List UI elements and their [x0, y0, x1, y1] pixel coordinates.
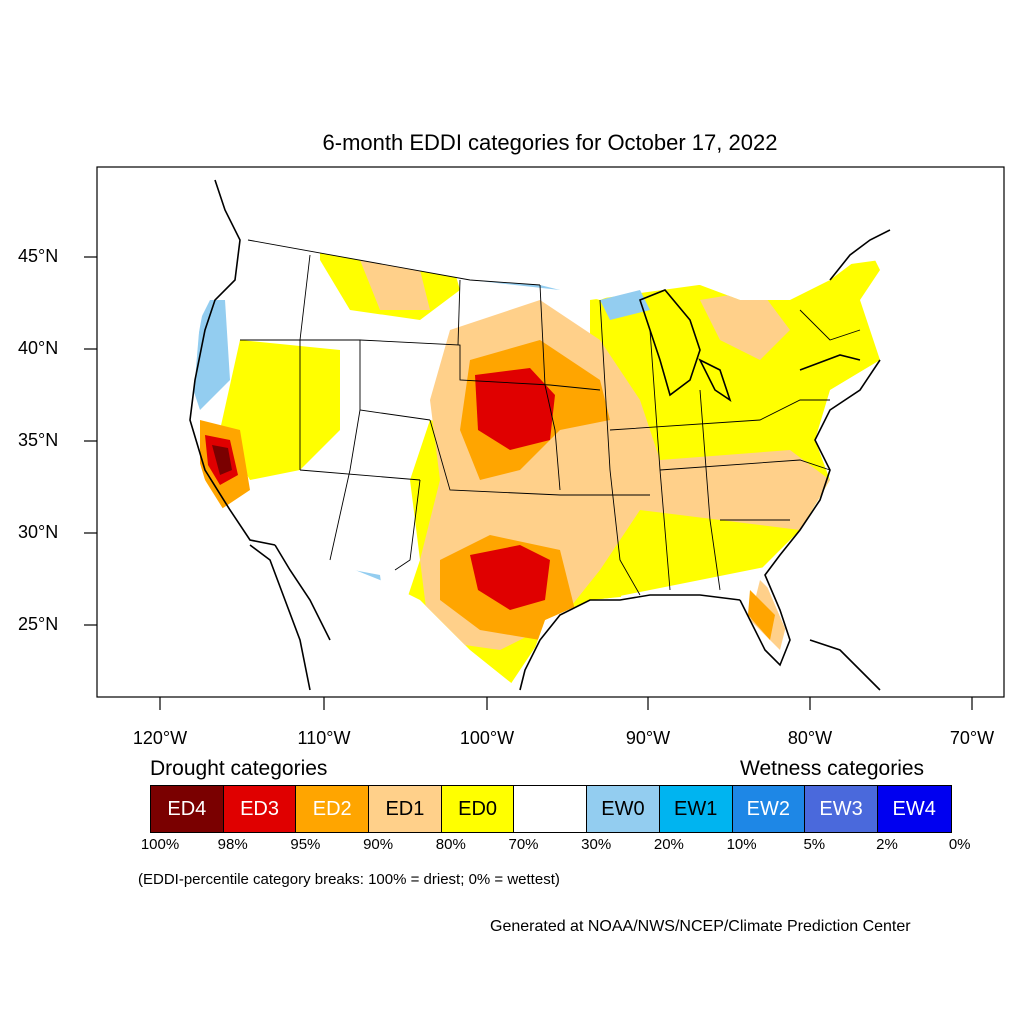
legend-swatch-ew3: EW3: [805, 786, 878, 832]
legend-break-label: 95%: [290, 836, 321, 853]
lat-ticks: [84, 256, 97, 626]
lat-label-45: 45°N: [18, 246, 59, 266]
map-frame: [96, 166, 1005, 698]
legend-break-label: 100%: [140, 836, 180, 853]
legend-break-label: 5%: [803, 836, 826, 853]
state-borders: [240, 239, 861, 596]
drought-categories-heading: Drought categories: [150, 757, 328, 780]
wetness-categories-heading: Wetness categories: [740, 757, 925, 780]
legend-break-label: 20%: [653, 836, 684, 853]
lon-label-80: 80°W: [787, 728, 833, 748]
lon-ticks: [159, 697, 973, 710]
lat-label-35: 35°N: [18, 430, 59, 450]
lon-label-120: 120°W: [132, 728, 188, 748]
category-legend-bar: ED4 ED3 ED2 ED1 ED0 EW0 EW1 EW2 EW3 EW4: [150, 785, 952, 833]
lat-label-30: 30°N: [18, 522, 59, 542]
legend-swatch-neutral: [514, 786, 588, 832]
legend-swatch-ed1: ED1: [369, 786, 442, 832]
credit-text: Generated at NOAA/NWS/NCEP/Climate Predi…: [490, 918, 911, 935]
lon-label-90: 90°W: [625, 728, 671, 748]
legend-break-label: 98%: [217, 836, 248, 853]
legend-break-label: 90%: [363, 836, 394, 853]
legend-swatch-ew1: EW1: [659, 786, 733, 832]
lon-label-100: 100°W: [459, 728, 515, 748]
legend-break-label: 70%: [508, 836, 539, 853]
map-fill-layer: [97, 167, 1004, 697]
lon-label-70: 70°W: [949, 728, 995, 748]
coastlines: [189, 179, 891, 691]
legend-break-label: 10%: [726, 836, 757, 853]
lat-label-25: 25°N: [18, 614, 59, 634]
legend-swatch-ew0: EW0: [587, 786, 660, 832]
legend-swatch-ed3: ED3: [223, 786, 297, 832]
legend-break-label: 30%: [581, 836, 612, 853]
legend-break-label: 80%: [435, 836, 466, 853]
legend-swatch-ew4: EW4: [877, 786, 951, 832]
category-breaks-note: (EDDI-percentile category breaks: 100% =…: [138, 871, 560, 888]
legend-swatch-ed2: ED2: [296, 786, 370, 832]
lat-label-40: 40°N: [18, 338, 59, 358]
legend-swatch-ed0: ED0: [441, 786, 515, 832]
legend-break-label: 0%: [948, 836, 971, 853]
legend-break-label: 2%: [876, 836, 898, 853]
lon-label-110: 110°W: [297, 728, 351, 748]
legend-swatch-ed4: ED4: [151, 786, 224, 832]
legend-swatch-ew2: EW2: [732, 786, 806, 832]
map-title: 6-month EDDI categories for October 17, …: [322, 130, 778, 155]
